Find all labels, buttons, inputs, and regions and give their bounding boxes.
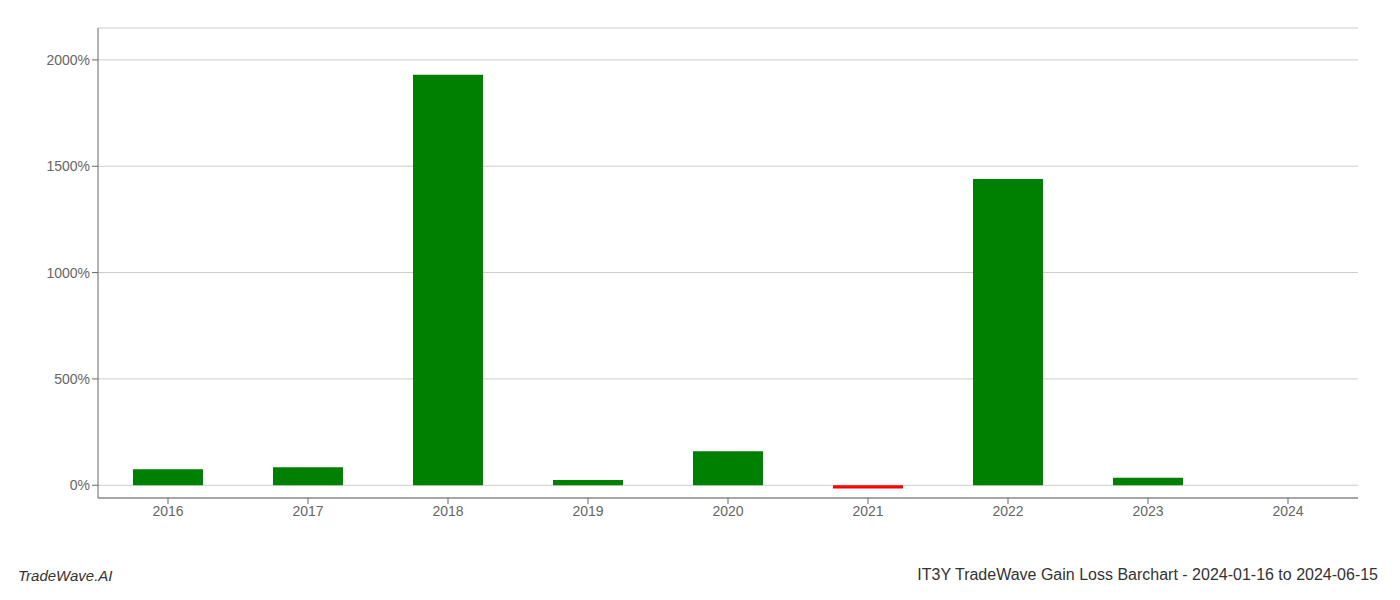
svg-text:2022: 2022 <box>992 503 1023 519</box>
svg-text:2018: 2018 <box>432 503 463 519</box>
svg-text:0%: 0% <box>70 477 90 493</box>
svg-text:2023: 2023 <box>1132 503 1163 519</box>
svg-text:2000%: 2000% <box>46 52 90 68</box>
svg-text:1000%: 1000% <box>46 265 90 281</box>
svg-text:2024: 2024 <box>1272 503 1303 519</box>
svg-text:2020: 2020 <box>712 503 743 519</box>
svg-text:1500%: 1500% <box>46 158 90 174</box>
svg-text:2021: 2021 <box>852 503 883 519</box>
svg-text:500%: 500% <box>54 371 90 387</box>
html-text:TradeWave.AI: TradeWave.AI <box>18 567 113 584</box>
svg-text:2016: 2016 <box>152 503 183 519</box>
html-text:IT3Y TradeWave Gain Loss Barch: IT3Y TradeWave Gain Loss Barchart - 2024… <box>917 566 1378 583</box>
svg-text:2017: 2017 <box>292 503 323 519</box>
svg-text:2019: 2019 <box>572 503 603 519</box>
